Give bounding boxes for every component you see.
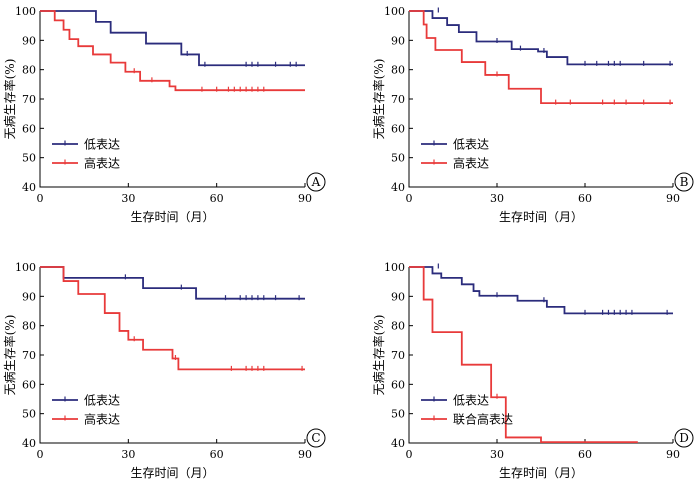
survival-curve-high	[409, 266, 638, 444]
y-tick-label: 80	[391, 320, 405, 333]
legend-label: 高表达	[453, 156, 489, 171]
x-tick-label: 90	[666, 448, 680, 461]
panel-letter-circle	[306, 428, 326, 448]
panel-letter-circle	[674, 428, 694, 448]
y-tick-label: 90	[391, 290, 405, 303]
x-axis-title: 生存时间（月）	[499, 210, 583, 224]
panel-letter-circle	[674, 172, 694, 192]
x-tick-label: 0	[37, 192, 44, 205]
panel-letter: B	[680, 175, 689, 189]
x-tick-label: 60	[210, 448, 224, 461]
survival-curve-high	[409, 10, 673, 105]
y-tick-label: 50	[22, 152, 36, 165]
x-tick-label: 60	[578, 192, 592, 205]
legend-label: 低表达	[84, 138, 120, 152]
y-tick-label: 50	[22, 408, 36, 421]
x-tick-label: 0	[406, 448, 413, 461]
axes-frame	[408, 267, 673, 444]
panel-letter: D	[679, 431, 689, 445]
y-tick-label: 40	[391, 437, 405, 450]
x-tick-label: 90	[298, 448, 312, 461]
survival-curve-high	[40, 10, 305, 92]
panel-d: 40 50 60 70 80 90 100 0 30 60 90 生存时间（月） 无病生存率(%) 低表达…	[371, 261, 694, 480]
x-tick-label: 90	[298, 192, 312, 205]
y-axis-title: 无病生存率(%)	[2, 59, 17, 140]
x-tick-label: 60	[210, 192, 224, 205]
legend-label: 联合高表达	[453, 412, 513, 427]
legend-label: 低表达	[453, 394, 489, 408]
y-tick-label: 70	[391, 349, 405, 362]
y-tick-label: 90	[22, 290, 36, 303]
y-tick-label: 70	[22, 349, 36, 362]
axes-frame	[39, 11, 305, 188]
y-tick-label: 70	[22, 93, 36, 106]
legend-label: 低表达	[84, 394, 120, 408]
x-axis-title: 生存时间（月）	[130, 210, 214, 224]
y-axis-title: 无病生存率(%)	[2, 315, 17, 396]
x-tick-label: 30	[121, 448, 135, 461]
x-tick-label: 30	[490, 192, 504, 205]
survival-curve-low	[409, 10, 673, 66]
y-tick-label: 50	[391, 152, 405, 165]
y-tick-label: 90	[22, 34, 36, 47]
y-tick-label: 100	[15, 261, 36, 274]
y-tick-label: 100	[15, 5, 36, 18]
y-tick-label: 80	[391, 64, 405, 77]
legend-label: 高表达	[84, 412, 120, 427]
x-tick-label: 30	[490, 448, 504, 461]
y-tick-label: 80	[22, 64, 36, 77]
survival-curve-low	[40, 10, 305, 67]
x-tick-label: 90	[666, 192, 680, 205]
panel-c: 40 50 60 70 80 90 100 0 30 60 90 生存时间（月） 无病生存率(%) 低表达…	[2, 261, 326, 480]
panel-a: 40 50 60 70 80 90 100 0 30 60 90 生存时间（月） 无病生存率(%) 低表达…	[2, 5, 326, 224]
survival-curve-high	[40, 266, 305, 371]
x-tick-label: 0	[406, 192, 413, 205]
survival-curve-low	[409, 266, 673, 315]
y-tick-label: 90	[391, 34, 405, 47]
y-tick-label: 100	[384, 5, 405, 18]
y-tick-label: 60	[391, 122, 405, 135]
y-tick-label: 40	[391, 181, 405, 194]
y-tick-label: 60	[22, 122, 36, 135]
x-axis-title: 生存时间（月）	[499, 466, 583, 480]
y-tick-label: 100	[384, 261, 405, 274]
y-tick-label: 40	[22, 437, 36, 450]
y-axis-title: 无病生存率(%)	[371, 59, 386, 140]
x-axis-title: 生存时间（月）	[130, 466, 214, 480]
legend-label: 高表达	[84, 156, 120, 171]
panel-letter-circle	[306, 172, 326, 192]
panel-letter: A	[311, 175, 321, 189]
y-tick-label: 80	[22, 320, 36, 333]
x-tick-label: 0	[37, 448, 44, 461]
y-tick-label: 70	[391, 93, 405, 106]
y-tick-label: 50	[391, 408, 405, 421]
y-tick-label: 60	[22, 378, 36, 391]
panel-b: 40 50 60 70 80 90 100 0 30 60 90 生存时间（月） 无病生存率(%) 低表达…	[371, 5, 694, 224]
x-tick-label: 60	[578, 448, 592, 461]
legend-label: 低表达	[453, 138, 489, 152]
y-tick-label: 60	[391, 378, 405, 391]
x-tick-label: 30	[121, 192, 135, 205]
y-tick-label: 40	[22, 181, 36, 194]
y-axis-title: 无病生存率(%)	[371, 315, 386, 396]
panel-letter: C	[311, 431, 320, 445]
